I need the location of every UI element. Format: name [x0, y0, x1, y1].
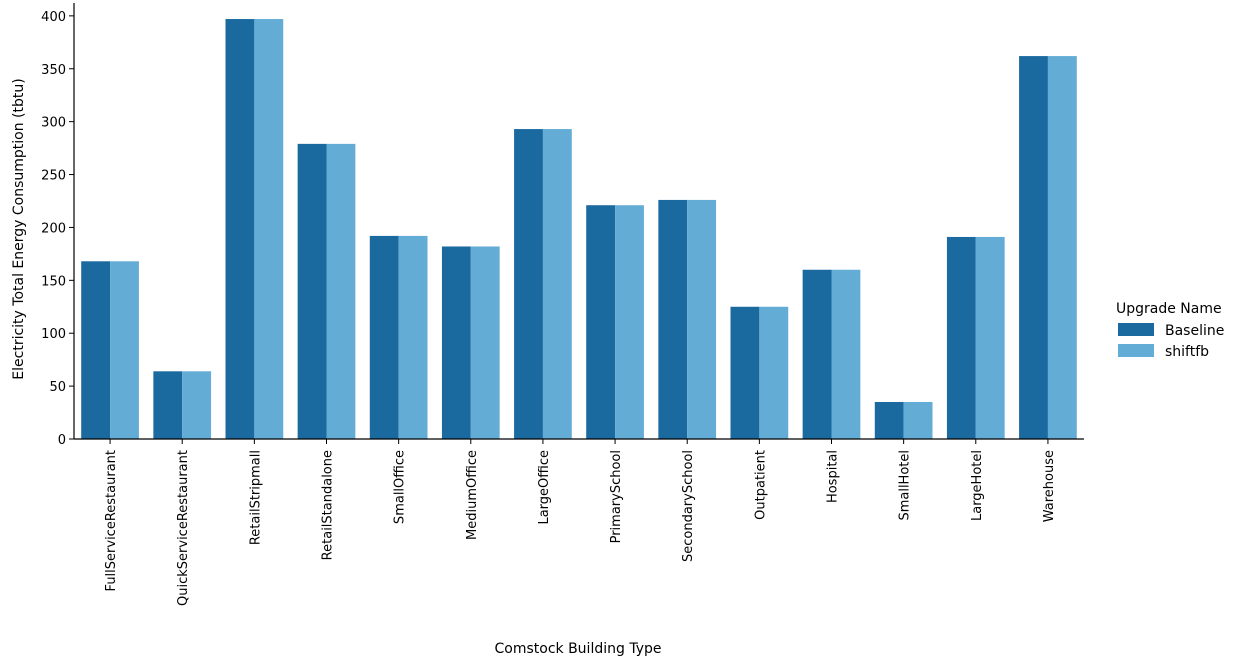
bars-layer [81, 19, 1077, 439]
bar-shiftfb-quickservicerestaurant [182, 371, 212, 439]
x-axis: FullServiceRestaurant QuickServiceRestaur… [74, 438, 1084, 606]
bar-shiftfb-retailstandalone [326, 143, 356, 439]
bar-shiftfb-largeoffice [542, 129, 572, 439]
x-tick-label: MediumOffice [465, 450, 480, 540]
bar-baseline-primaryschool [586, 205, 616, 439]
bar-shiftfb-fullservicerestaurant [110, 261, 139, 439]
bar-baseline-largehotel [946, 236, 976, 439]
legend-label-shiftfb: shiftfb [1165, 344, 1209, 360]
x-tick-label: RetailStripmall [248, 450, 263, 545]
x-tick-label: SmallHotel [898, 450, 913, 521]
x-tick-label: SecondarySchool [681, 450, 696, 562]
y-tick-label: 50 [49, 380, 66, 395]
bar-baseline-warehouse [1019, 56, 1048, 439]
bar-shiftfb-hospital [831, 269, 861, 439]
bar-shiftfb-smallhotel [903, 401, 933, 439]
bar-baseline-secondaryschool [658, 199, 688, 439]
y-tick-label: 350 [41, 63, 66, 78]
legend-swatch-baseline [1118, 323, 1154, 336]
bar-shiftfb-mediumoffice [470, 246, 500, 439]
x-tick-label: LargeOffice [537, 450, 552, 525]
y-tick-label: 200 [41, 221, 66, 236]
legend-title: Upgrade Name [1116, 301, 1222, 317]
bar-baseline-outpatient [730, 306, 760, 439]
bar-shiftfb-secondaryschool [687, 199, 717, 439]
bar-shiftfb-smalloffice [398, 235, 428, 439]
bar-baseline-retailstripmall [225, 19, 255, 439]
legend-swatch-shiftfb [1118, 344, 1154, 357]
y-axis: 0 50 100 150 200 250 300 350 400 [41, 3, 75, 448]
x-axis-title: Comstock Building Type [495, 641, 662, 657]
x-tick-label: QuickServiceRestaurant [176, 450, 191, 606]
bar-baseline-quickservicerestaurant [153, 371, 183, 439]
bar-baseline-hospital [802, 269, 832, 439]
x-tick-label: PrimarySchool [609, 450, 624, 543]
y-tick-label: 300 [41, 116, 66, 131]
y-tick-label: 0 [58, 433, 66, 448]
bar-shiftfb-warehouse [1047, 56, 1077, 439]
y-axis-title: Electricity Total Energy Consumption (tb… [11, 78, 27, 379]
y-tick-label: 400 [41, 10, 66, 25]
bar-baseline-retailstandalone [297, 143, 327, 439]
bar-shiftfb-primaryschool [615, 205, 644, 439]
bar-baseline-fullservicerestaurant [81, 261, 111, 439]
bar-shiftfb-largehotel [975, 236, 1005, 439]
x-tick-label: Hospital [826, 450, 841, 503]
x-tick-label: Warehouse [1042, 450, 1057, 522]
legend-label-baseline: Baseline [1165, 323, 1224, 339]
x-tick-label: RetailStandalone [321, 450, 336, 560]
y-tick-label: 150 [41, 274, 66, 289]
bar-baseline-smalloffice [369, 235, 399, 439]
x-tick-label: SmallOffice [393, 450, 408, 524]
bar-shiftfb-retailstripmall [254, 19, 284, 439]
x-tick-label: FullServiceRestaurant [104, 450, 119, 591]
bar-baseline-largeoffice [514, 129, 543, 439]
bar-shiftfb-outpatient [759, 306, 789, 439]
bar-baseline-mediumoffice [441, 246, 471, 439]
y-tick-label: 100 [41, 327, 66, 342]
x-tick-label: Outpatient [753, 450, 768, 520]
y-tick-label: 250 [41, 169, 66, 184]
x-tick-label: LargeHotel [970, 450, 985, 521]
bar-baseline-smallhotel [874, 401, 904, 439]
legend: Upgrade Name Baseline shiftfb [1116, 301, 1224, 360]
